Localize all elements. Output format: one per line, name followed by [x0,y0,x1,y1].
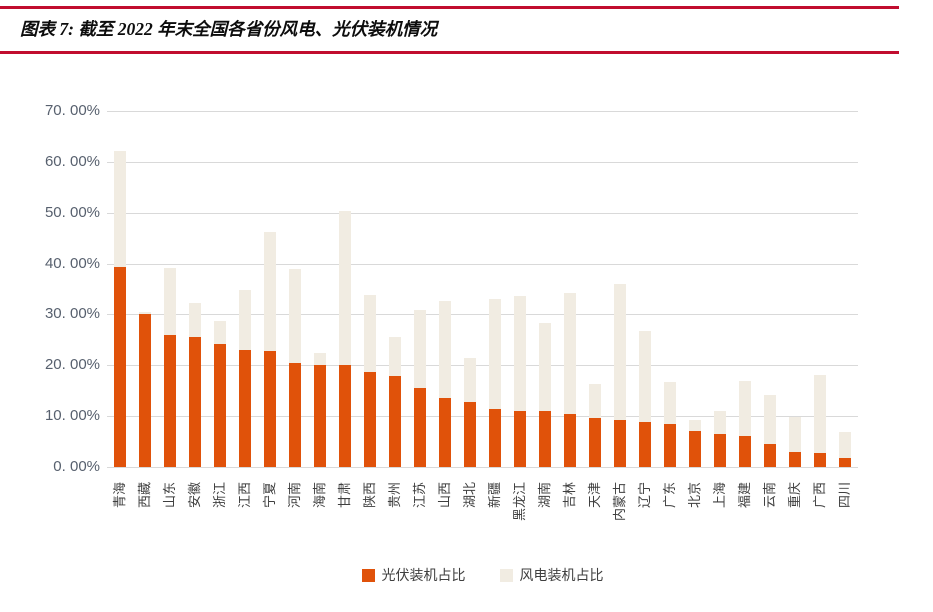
x-axis-label: 吉林 [562,482,578,509]
pv-bar [764,443,777,467]
pv-bar [789,452,802,467]
x-axis-label: 安徽 [186,482,202,509]
x-axis-label: 甘肃 [336,482,352,509]
pv-bar [839,458,852,467]
x-axis-label: 上海 [712,482,728,509]
gridline [107,365,858,367]
y-axis-tick-label: 40. 00% [44,254,100,272]
y-axis-tick-label: 30. 00% [44,305,100,323]
pv-bar [113,266,126,467]
pv-bar [514,410,527,467]
pv-bar [489,409,502,467]
gridline [107,416,858,418]
y-axis-tick-label: 50. 00% [44,203,100,221]
x-axis-label: 黑龙江 [512,482,528,522]
gridline [107,212,858,214]
wind-bar [814,375,827,467]
x-axis-label: 福建 [737,482,753,509]
x-axis-label: 江苏 [411,482,427,509]
pv-bar [614,420,627,467]
pv-bar [288,362,301,467]
pv-legend-swatch-icon [361,568,375,582]
wind-legend-swatch-icon [499,568,513,582]
pv-bar [188,337,201,467]
pv-bar [539,411,552,467]
figure-title: 图表 7: 截至 2022 年末全国各省份风电、光伏装机情况 [20,19,438,39]
x-axis-label: 广西 [812,482,828,509]
gridline [107,161,858,163]
x-axis-label: 内蒙古 [612,482,628,522]
y-axis-tick-label: 0. 00% [53,458,100,475]
pv-bar [739,436,752,467]
legend-label-wind: 风电装机占比 [519,567,604,583]
x-axis-label: 天津 [587,482,603,509]
y-axis-tick-label: 20. 00% [44,356,100,374]
pv-bar [438,398,451,467]
pv-bar [814,452,827,467]
y-axis-tick-label: 70. 00% [44,102,100,119]
x-axis-label: 广东 [662,482,678,509]
pv-bar [338,365,351,467]
pv-bar [313,364,326,467]
pv-bar [388,376,401,467]
x-axis-label: 宁夏 [261,482,277,509]
x-axis-label: 新疆 [487,482,503,509]
x-axis-label: 青海 [111,482,127,509]
pv-bar [463,401,476,467]
pv-bar [213,343,226,467]
gridline [107,467,858,468]
legend-item-pv: 光伏装机占比 [361,565,466,585]
pv-bar [689,431,702,467]
x-axis-label: 贵州 [386,482,402,509]
x-axis-label: 湖北 [461,482,477,509]
gridline [107,314,858,316]
x-axis-label: 江西 [236,482,252,509]
y-axis-tick-label: 10. 00% [44,407,100,425]
gridline [107,111,858,112]
pv-bar [263,350,276,467]
pv-bar [664,423,677,467]
x-axis-label: 陕西 [361,482,377,509]
x-axis-label: 浙江 [211,482,227,509]
pv-bar [639,422,652,467]
title-underline-rule [0,51,899,54]
chart-legend: 光伏装机占比 风电装机占比 [107,565,858,585]
x-axis-label: 海南 [311,482,327,509]
x-axis-label: 湖南 [537,482,553,509]
x-axis-label: 云南 [762,482,778,509]
pv-bar [138,313,151,467]
pv-bar [238,350,251,467]
x-axis-label: 北京 [687,482,703,509]
legend-label-pv: 光伏装机占比 [381,567,466,583]
pv-bar [163,334,176,467]
x-axis-label: 四川 [837,482,853,509]
pv-bar [363,371,376,467]
x-axis-label: 山西 [436,482,452,509]
x-axis-label: 西藏 [136,482,152,509]
x-axis-label: 山东 [161,482,177,509]
x-axis-label: 河南 [286,482,302,509]
y-axis-tick-label: 60. 00% [44,152,100,170]
top-accent-rule [0,6,899,9]
pv-bar [564,414,577,467]
gridline [107,263,858,265]
wind-bar [839,432,852,467]
x-axis-label: 辽宁 [637,482,653,509]
pv-bar [413,388,426,467]
legend-item-wind: 风电装机占比 [499,565,604,585]
x-axis-label: 重庆 [787,482,803,509]
pv-bar [589,418,602,467]
pv-bar [714,433,727,467]
